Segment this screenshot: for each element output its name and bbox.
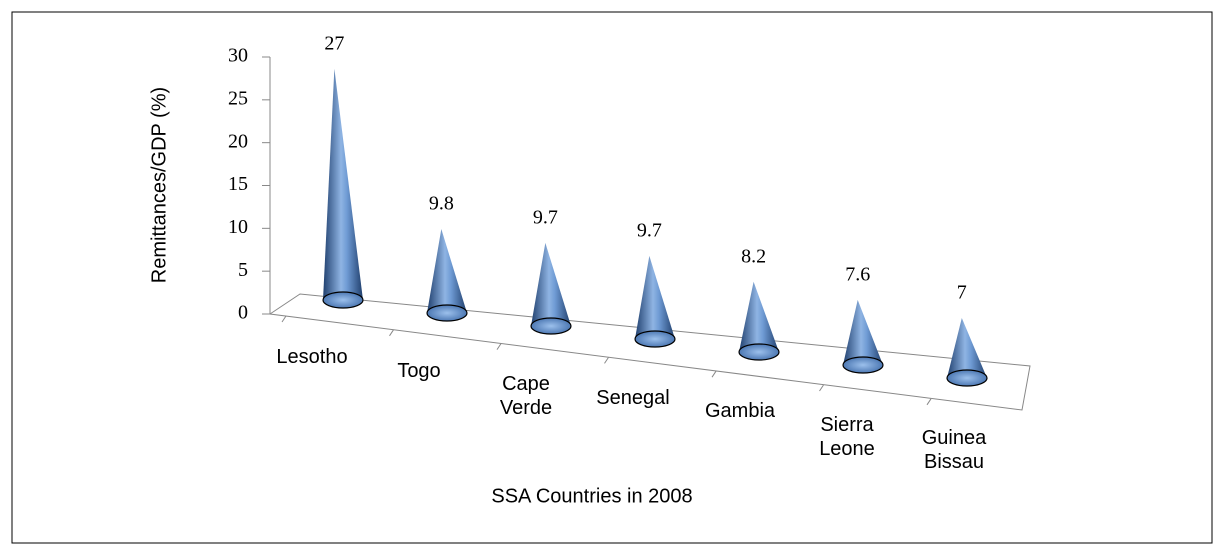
y-tick-label: 15: [228, 173, 248, 195]
y-tick-label: 10: [228, 216, 248, 238]
value-label: 7.6: [845, 263, 870, 285]
x-tick-label: Lesotho: [276, 346, 348, 368]
cone-base: [426, 304, 468, 322]
cone: [843, 299, 883, 373]
y-axis-title: Remittances/GDP (%): [148, 87, 170, 283]
y-tick-label: 25: [228, 87, 248, 109]
x-tick-label: Senegal: [596, 386, 670, 409]
cone-base: [530, 317, 572, 335]
cone-base: [322, 291, 364, 309]
value-label: 9.7: [637, 219, 662, 241]
x-tick: [711, 370, 717, 378]
x-tick: [926, 398, 932, 406]
value-label: 9.7: [533, 206, 558, 228]
x-tick-label: Sierra Leone: [819, 413, 875, 460]
cone: [323, 68, 363, 308]
value-label: 27: [324, 32, 344, 54]
value-label: 8.2: [741, 245, 766, 267]
x-tick-label: Cape Verde: [499, 373, 553, 419]
border: [11, 11, 1213, 544]
cone-base: [634, 330, 676, 348]
x-tick: [389, 329, 394, 337]
x-tick: [819, 384, 824, 392]
x-tick: [604, 357, 609, 364]
x-tick-label: Guinea Bissau: [921, 427, 987, 473]
cone: [531, 242, 571, 334]
y-tick-label: 0: [238, 302, 248, 324]
cone-base: [738, 343, 780, 361]
y-tick-label: 20: [228, 130, 248, 152]
x-tick-label: Gambia: [704, 400, 776, 422]
cone-base: [842, 356, 884, 374]
cone: [739, 281, 779, 360]
cone: [635, 255, 675, 347]
x-tick-label: Togo: [397, 359, 441, 382]
value-label: 7: [957, 282, 967, 304]
y-tick-label: 5: [238, 259, 248, 281]
x-axis-title: SSA Countries in 2008: [491, 485, 692, 507]
y-tick-label: 30: [228, 45, 248, 67]
value-label: 9.8: [429, 193, 454, 215]
cone-base: [946, 369, 988, 387]
x-tick: [281, 315, 287, 323]
x-tick: [496, 343, 502, 350]
cone: [947, 318, 987, 386]
floor: [268, 293, 1031, 411]
cone: [427, 229, 467, 321]
